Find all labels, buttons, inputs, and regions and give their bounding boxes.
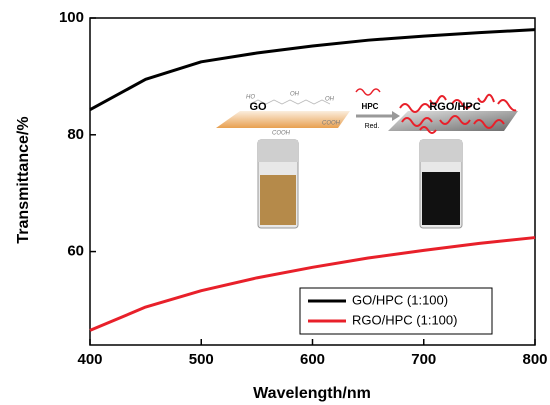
y-tick-label: 80 [67,126,84,143]
vial-liquid [260,175,296,225]
inset-label: GO [249,101,267,113]
chem-label: COOH [272,131,291,137]
series-line [89,28,536,111]
series-line [89,236,536,332]
inset-label: Red. [365,123,380,130]
y-tick-label: 100 [59,9,84,26]
legend-label: GO/HPC (1:100) [352,292,448,307]
vial-cap [258,140,298,162]
arrow-head [392,111,400,121]
x-tick-label: 800 [522,351,547,368]
chem-label: HO [246,95,255,101]
y-tick-label: 60 [67,243,84,260]
inset-label: HPC [362,102,379,111]
chem-label: COOH [322,121,341,127]
hpc-icon [355,88,381,96]
chem-label: OH [325,97,335,103]
y-axis-label: Transmittance/% [15,116,32,243]
go-sheet [216,111,350,128]
go-structure [249,99,331,105]
hpc-chains [399,93,517,134]
vial-liquid [422,172,460,225]
legend-label: RGO/HPC (1:100) [352,312,457,327]
vial-cap [420,140,462,162]
legend [299,287,493,335]
inset-label: RGO/HPC [429,101,480,113]
x-tick-label: 600 [300,351,325,368]
x-axis-label: Wavelength/nm [253,385,371,402]
chem-label: OH [290,92,300,98]
inset: GO HPC Red. RGO/HPC HO OH OH COOH COOH [216,88,518,229]
x-tick-label: 400 [77,351,102,368]
x-tick-label: 700 [411,351,436,368]
x-tick-label: 500 [189,351,214,368]
